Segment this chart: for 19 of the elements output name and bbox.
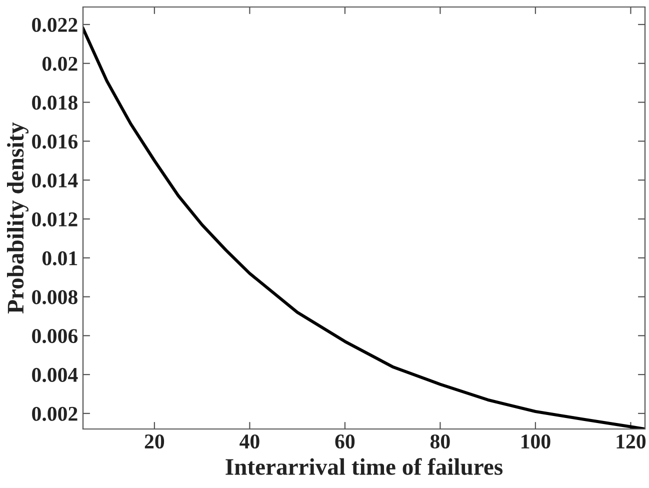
y-tick-label: 0.016 xyxy=(32,134,78,149)
y-tick-label: 0.018 xyxy=(32,96,78,110)
x-tick-label: 100 xyxy=(522,434,550,449)
y-tick-label: 0.002 xyxy=(32,406,78,421)
y-tick-label: 0.004 xyxy=(32,368,78,382)
x-axis-title: Interarrival time of failures xyxy=(226,458,503,475)
y-axis-title: Probability density xyxy=(7,122,28,314)
y-tick-label: 0.014 xyxy=(32,173,78,188)
y-tick-label: 0.01 xyxy=(42,251,78,266)
x-tick-label: 20 xyxy=(144,434,164,449)
x-tick-label: 40 xyxy=(240,434,260,449)
y-tick-label: 0.02 xyxy=(42,56,78,71)
y-tick-label: 0.006 xyxy=(32,329,78,344)
x-tick-label: 80 xyxy=(430,434,450,449)
y-tick-label: 0.012 xyxy=(32,212,78,226)
x-tick-label: 60 xyxy=(335,434,355,449)
y-tick-label: 0.008 xyxy=(32,290,78,304)
x-tick-label: 120 xyxy=(616,434,646,449)
y-tick-label: 0.022 xyxy=(32,18,78,32)
